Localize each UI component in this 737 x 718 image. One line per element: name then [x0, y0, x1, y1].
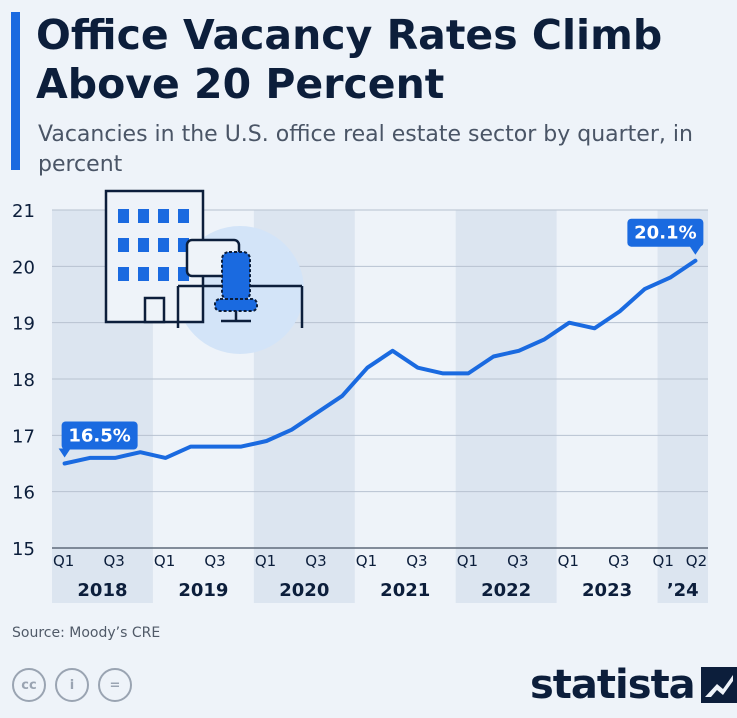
- x-tick-label: Q3: [406, 552, 427, 570]
- statista-logo-icon: [700, 667, 737, 703]
- y-tick-label: 21: [12, 201, 35, 222]
- y-tick-label: 19: [12, 314, 35, 335]
- year-label: 2022: [481, 580, 531, 601]
- x-tick-label: Q1: [53, 552, 74, 570]
- x-tick-label: Q1: [558, 552, 579, 570]
- x-tick-label: Q1: [653, 552, 674, 570]
- building-window: [178, 209, 189, 223]
- x-tick-label: Q3: [608, 552, 629, 570]
- chart-title: Office Vacancy Rates Climb Above 20 Perc…: [36, 11, 663, 108]
- building-window: [178, 267, 189, 281]
- chair-back: [221, 251, 251, 301]
- year-label: ’24: [667, 580, 699, 601]
- building-window: [178, 238, 189, 252]
- series-line: [62, 258, 698, 466]
- source-note: Source: Moody’s CRE: [12, 625, 161, 641]
- year-band: [657, 210, 708, 603]
- y-tick-label: 20: [12, 257, 35, 278]
- x-tick-label: Q3: [507, 552, 528, 570]
- building-window: [118, 267, 129, 281]
- no-derivatives-icon[interactable]: =: [98, 668, 132, 702]
- start-value-label-box: [61, 421, 138, 450]
- building-door: [143, 296, 166, 324]
- end-value-label: 20.1%: [634, 223, 696, 244]
- building-window: [118, 238, 129, 252]
- building-window: [138, 238, 149, 252]
- statista-logo[interactable]: statista: [530, 662, 737, 708]
- building-window: [118, 209, 129, 223]
- x-tick-label: Q3: [103, 552, 124, 570]
- x-tick-label: Q2: [686, 552, 707, 570]
- accent-bar: [11, 12, 20, 170]
- building-window: [158, 267, 169, 281]
- year-label: 2018: [77, 580, 127, 601]
- x-tick-label: Q1: [255, 552, 276, 570]
- year-label: 2019: [178, 580, 228, 601]
- building-window: [138, 267, 149, 281]
- x-tick-label: Q1: [356, 552, 377, 570]
- building-window: [138, 209, 149, 223]
- y-tick-label: 16: [12, 483, 35, 504]
- y-tick-label: 18: [12, 370, 35, 391]
- start-value-label: 16.5%: [68, 426, 130, 447]
- chair-seat: [214, 298, 258, 312]
- year-label: 2021: [380, 580, 430, 601]
- building-window: [158, 209, 169, 223]
- end-value-label-pointer: [689, 245, 702, 255]
- brand-name: statista: [530, 662, 696, 708]
- end-value-label-box: [627, 218, 704, 247]
- license-icons: cc i =: [12, 668, 132, 702]
- office-illustration: [104, 189, 304, 354]
- x-tick-label: Q1: [457, 552, 478, 570]
- year-label: 2020: [279, 580, 329, 601]
- start-value-label-pointer: [58, 448, 71, 458]
- x-tick-label: Q3: [305, 552, 326, 570]
- year-band: [455, 210, 557, 603]
- x-tick-label: Q3: [204, 552, 225, 570]
- year-label: 2023: [582, 580, 632, 601]
- attribution-icon[interactable]: i: [55, 668, 89, 702]
- building-windows: [118, 209, 189, 281]
- chart-subtitle: Vacancies in the U.S. office real estate…: [38, 122, 693, 177]
- x-tick-label: Q1: [154, 552, 175, 570]
- y-tick-label: 15: [12, 539, 35, 560]
- building-window: [158, 238, 169, 252]
- y-tick-label: 17: [12, 426, 35, 447]
- creative-commons-icon[interactable]: cc: [12, 668, 46, 702]
